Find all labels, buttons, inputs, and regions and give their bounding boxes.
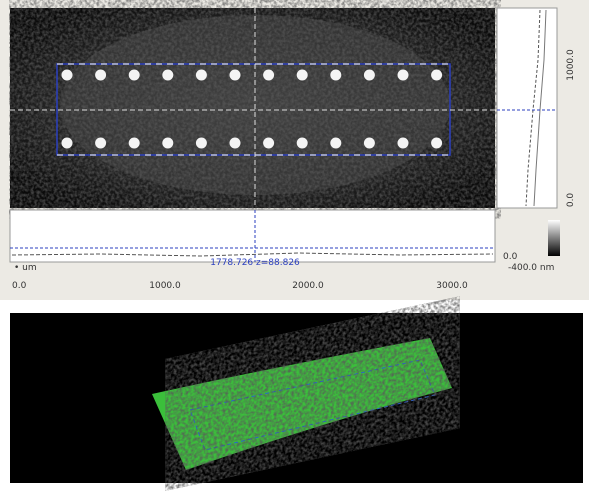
right-tick: 0.0 xyxy=(566,193,576,208)
height-map xyxy=(10,8,495,208)
right-tick: 1000.0 xyxy=(566,49,576,81)
bottom-tick: 0.0 xyxy=(12,281,27,291)
bottom-tick: 2000.0 xyxy=(292,281,324,291)
unit-label: • um xyxy=(14,263,37,273)
colorbar-label: -400.0 nm xyxy=(508,263,554,273)
unit: um xyxy=(22,263,36,273)
bottom-tick: 3000.0 xyxy=(436,281,468,291)
colorbar-label: 0.0 xyxy=(503,252,518,262)
vertical-profile xyxy=(497,8,557,208)
3d-view xyxy=(10,313,583,483)
screenshot: 1000.0 0.0 • um 1778.726 z=88.826 0.0 -4… xyxy=(0,0,589,491)
colorbar xyxy=(548,220,560,256)
cursor-readout: 1778.726 z=88.826 xyxy=(210,258,300,268)
bottom-tick: 1000.0 xyxy=(149,281,181,291)
